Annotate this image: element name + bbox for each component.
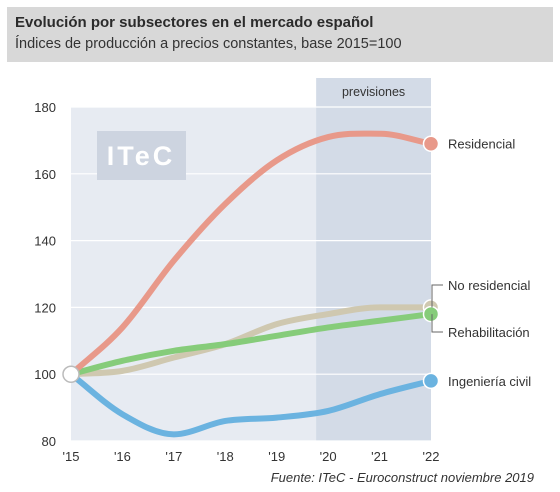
series-labels: Residencial No residencial Rehabilitación I…	[431, 137, 531, 389]
watermark-text: ITeC	[107, 141, 176, 171]
series-label-rehabilitacion: Rehabilitación	[448, 325, 530, 340]
label-leader-rehabilitacion	[431, 314, 443, 333]
series-label-residencial: Residencial	[448, 137, 515, 152]
series-label-ingenieria-civil: Ingeniería civil	[448, 374, 531, 389]
end-point-ingenieria-civil	[422, 372, 440, 390]
x-tick-label: '21	[371, 449, 388, 464]
forecast-label: previsiones	[342, 85, 405, 99]
x-tick-label: '20	[320, 449, 337, 464]
watermark-box	[97, 131, 186, 180]
chart-subtitle: Índices de producción a precios constant…	[15, 36, 402, 52]
x-tick-label: '15	[63, 449, 80, 464]
chart-title: Evolución por subsectores en el mercado …	[15, 14, 374, 31]
x-tick-label: '17	[165, 449, 182, 464]
series-line-ingenieria-civil	[68, 371, 434, 438]
x-tick-label: '19	[268, 449, 285, 464]
x-tick-label: '22	[423, 449, 440, 464]
y-axis-ticks: 80 100 120 140 160 180	[34, 100, 56, 449]
y-tick-label: 80	[42, 434, 56, 449]
source-note: Fuente: ITeC - Euroconstruct noviembre 2…	[270, 470, 534, 485]
series-line-residencial	[68, 130, 434, 378]
series-group	[62, 130, 440, 438]
chart-header: Evolución por subsectores en el mercado …	[7, 7, 553, 62]
y-tick-label: 180	[34, 100, 56, 115]
series-label-no-residencial: No residencial	[448, 278, 530, 293]
label-leader-no-residencial	[431, 284, 443, 308]
end-point-rehabilitacion	[422, 305, 440, 323]
x-tick-label: '16	[114, 449, 131, 464]
end-point-residencial	[422, 135, 440, 152]
watermark: ITeC	[97, 131, 186, 180]
base-point	[62, 365, 80, 383]
series-line-rehabilitacion	[68, 311, 434, 378]
y-tick-label: 120	[34, 300, 56, 315]
x-tick-label: '18	[217, 449, 234, 464]
y-tick-label: 100	[34, 367, 56, 382]
x-axis-ticks: '15 '16 '17 '18 '19 '20 '21 '22	[63, 449, 440, 464]
series-line-no-residencial	[68, 304, 434, 378]
y-tick-label: 140	[34, 234, 56, 249]
y-tick-label: 160	[34, 167, 56, 182]
